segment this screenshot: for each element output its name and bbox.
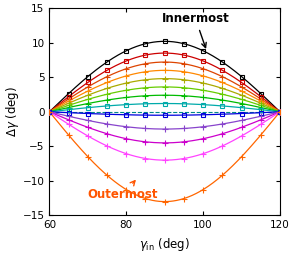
Text: Innermost: Innermost <box>161 12 229 48</box>
X-axis label: $\gamma_{\mathrm{in}}$ (deg): $\gamma_{\mathrm{in}}$ (deg) <box>139 236 190 253</box>
Y-axis label: $\Delta\gamma$ (deg): $\Delta\gamma$ (deg) <box>4 86 21 137</box>
Text: Outermost: Outermost <box>88 181 158 201</box>
